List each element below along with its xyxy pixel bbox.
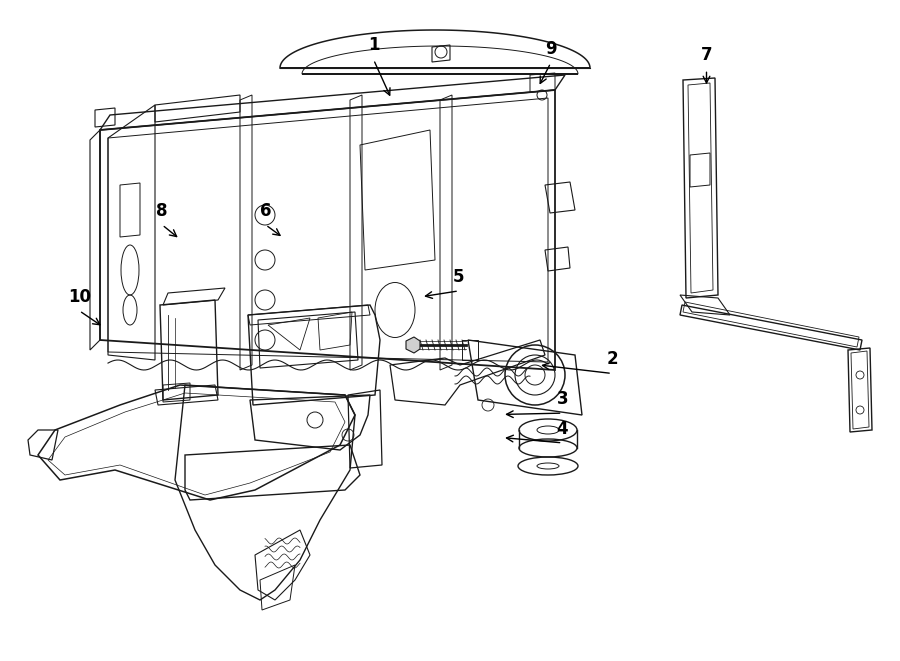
Text: 6: 6 (260, 202, 271, 219)
Text: 5: 5 (454, 268, 464, 286)
Text: 3: 3 (557, 390, 568, 408)
Text: 7: 7 (701, 46, 712, 64)
Polygon shape (406, 337, 420, 353)
Text: 2: 2 (607, 350, 617, 368)
Text: 10: 10 (68, 288, 91, 305)
Text: 1: 1 (368, 36, 379, 54)
Text: 8: 8 (157, 202, 167, 219)
Text: 9: 9 (545, 40, 556, 58)
Text: 4: 4 (557, 420, 568, 438)
